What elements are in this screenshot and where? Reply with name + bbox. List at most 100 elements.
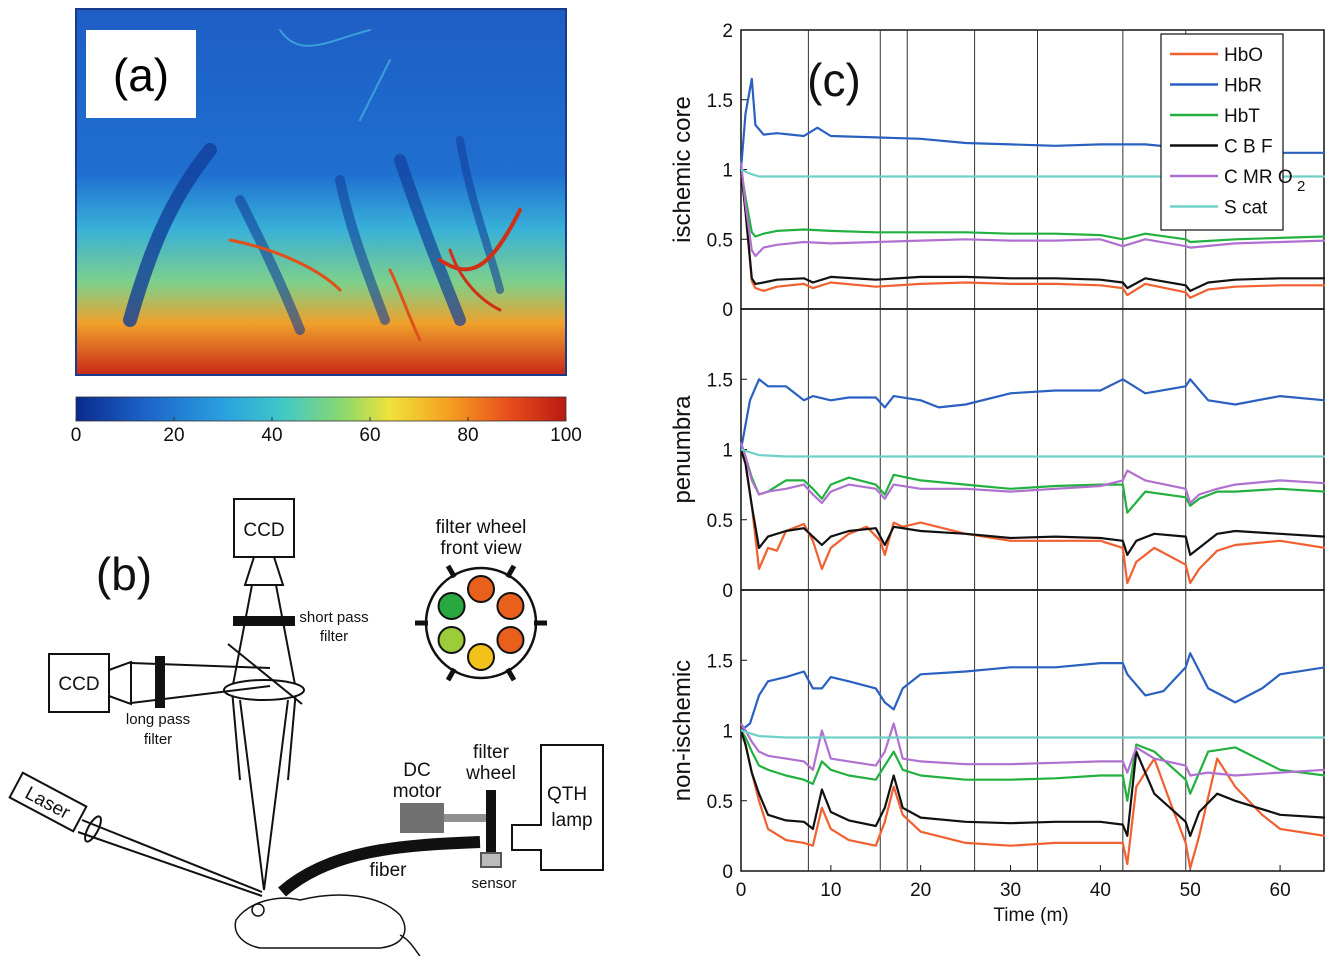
wheel-notch <box>445 667 457 682</box>
fiber-label: fiber <box>370 860 408 881</box>
series-line-hbo <box>739 169 1325 299</box>
colorbar-tick-label: 80 <box>457 425 478 446</box>
filter-slot <box>496 592 525 620</box>
laser: Laser <box>8 771 88 833</box>
y-axis-label: ischemic core <box>669 96 696 243</box>
series-line-hbr <box>739 378 1325 450</box>
panel-a-label: (a) <box>113 49 169 101</box>
fw-label-2: wheel <box>465 763 516 784</box>
series-line-cbf <box>739 449 1325 557</box>
series-line-hbo <box>739 449 1325 585</box>
chart-0: 0 0.5 1 1.5 2 ischemic core <box>669 21 1325 321</box>
wheel-notch <box>505 564 517 579</box>
colorbar-tick-label: 0 <box>71 425 82 446</box>
y-tick-label: 0.5 <box>707 511 733 532</box>
y-tick-label: 1 <box>722 722 733 743</box>
series-line-cbf <box>739 169 1325 292</box>
series-line-scat <box>740 168 1325 178</box>
y-tick-label: 2 <box>722 21 733 42</box>
x-tick-label: 0 <box>736 880 747 901</box>
rat-illustration <box>234 894 421 956</box>
colorbar-tick-label: 20 <box>163 425 184 446</box>
x-tick-label: 20 <box>910 880 931 901</box>
x-tick-label: 50 <box>1180 880 1201 901</box>
long-pass-label-1: long pass <box>126 711 190 728</box>
qth-label-1: QTH <box>547 784 587 805</box>
legend-label: C B F <box>1224 137 1273 158</box>
series-line-cbf <box>739 730 1325 838</box>
series-line-hbr <box>740 652 1325 732</box>
plot-frame <box>740 308 1325 591</box>
lens <box>223 679 305 701</box>
series-line-hbt <box>740 448 1325 514</box>
filter-wheel-title-1: filter wheel <box>436 517 527 538</box>
series-line-hbt <box>740 729 1325 802</box>
panel-a-label-box <box>86 30 196 118</box>
legend-label: S cat <box>1224 198 1268 219</box>
fw-label-1: filter <box>473 742 510 763</box>
wheel-notch <box>505 667 517 682</box>
legend: HbO HbR HbT C B F C MR O 2 S cat <box>1160 33 1305 231</box>
vessel-streaks <box>123 29 522 342</box>
colorbar-ticks: 0 20 40 60 80 100 <box>71 417 582 446</box>
filter-slot <box>467 643 495 671</box>
y-tick-label: 1.5 <box>707 651 733 672</box>
chart-1: 0 0.5 1 1.5 penumbra <box>669 308 1325 602</box>
short-pass-filter <box>233 616 295 626</box>
x-tick-label: 60 <box>1270 880 1291 901</box>
y-tick-label: 0.5 <box>707 792 733 813</box>
filter-wheel-title-2: front view <box>440 538 522 559</box>
ccd-left-label: CCD <box>58 674 99 695</box>
x-tick-label: 40 <box>1090 880 1111 901</box>
series-line-hbt <box>739 169 1325 244</box>
dc-label-2: motor <box>393 781 442 802</box>
plot-frame <box>740 589 1325 872</box>
qth-label-2: lamp <box>551 810 592 831</box>
legend-label: HbT <box>1224 106 1260 127</box>
legend-label: HbR <box>1224 76 1262 97</box>
filter-wheel-side <box>486 790 496 856</box>
wheel-notch <box>445 564 457 579</box>
legend-label: HbO <box>1224 45 1263 66</box>
series-line-hbo <box>739 730 1325 870</box>
y-tick-label: 1 <box>722 441 733 462</box>
legend-label: C MR O <box>1224 167 1293 188</box>
panel-b: (b) CCD short pass filter CCD long pass … <box>8 498 604 956</box>
panel-b-label: (b) <box>96 548 152 600</box>
fiber <box>278 836 481 897</box>
y-tick-label: 0.5 <box>707 230 733 251</box>
series-line-scat <box>740 448 1325 458</box>
sensor <box>480 852 502 868</box>
short-pass-label-2: filter <box>320 628 348 645</box>
legend-subscript: 2 <box>1297 178 1305 195</box>
ccd-top <box>233 498 295 558</box>
long-pass-filter <box>155 656 165 708</box>
dc-label-1: DC <box>403 760 430 781</box>
y-tick-label: 1 <box>722 161 733 182</box>
dc-motor <box>400 803 444 833</box>
y-axis-label: penumbra <box>669 395 696 504</box>
series-line-cmro2 <box>739 442 1325 504</box>
y-tick-label: 0 <box>722 581 733 602</box>
colorbar-tick-label: 60 <box>359 425 380 446</box>
filter-slot <box>437 626 466 654</box>
long-pass-label-2: filter <box>144 731 172 748</box>
y-tick-label: 0 <box>722 300 733 321</box>
series-line-scat <box>740 729 1325 739</box>
beam-splitter <box>227 643 303 705</box>
y-tick-label: 1.5 <box>707 91 733 112</box>
panel-c-xlabel: Time (m) <box>993 905 1068 926</box>
filter-slot <box>437 592 466 620</box>
colorbar-tick-label: 40 <box>261 425 282 446</box>
short-pass-label-1: short pass <box>299 609 368 626</box>
x-tick-label: 10 <box>820 880 841 901</box>
x-tick-label: 30 <box>1000 880 1021 901</box>
y-tick-label: 1.5 <box>707 370 733 391</box>
y-tick-label: 0 <box>722 862 733 883</box>
sensor-label: sensor <box>471 875 516 892</box>
qth-lamp <box>511 744 604 871</box>
chart-2: 0 0.5 1 1.5 0 10 20 30 40 50 60 non-ischemic <box>669 589 1325 901</box>
series-line-cmro2 <box>740 722 1325 777</box>
